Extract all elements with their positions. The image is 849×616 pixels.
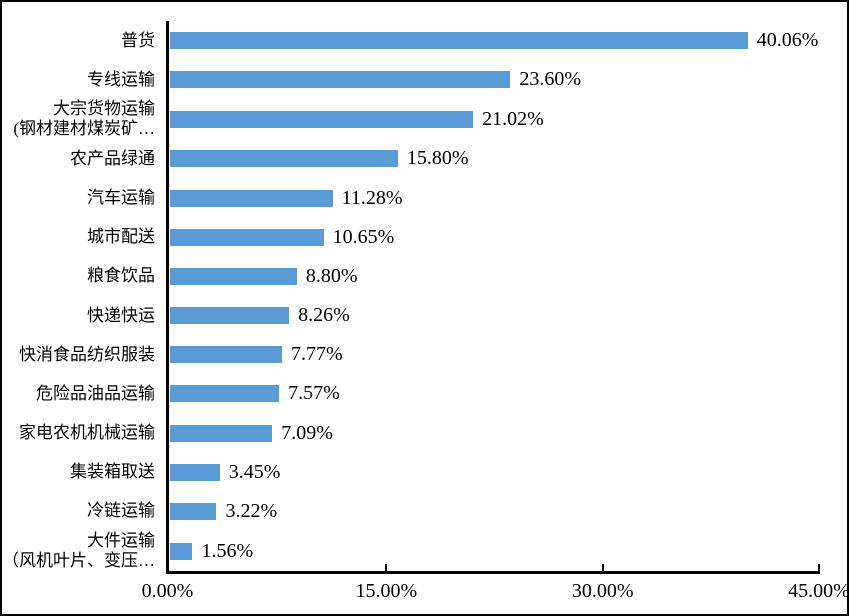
x-axis-tick-label: 30.00%: [571, 580, 634, 602]
bar: [170, 542, 193, 560]
category-label: 大宗货物运输 (钢材建材煤炭矿…: [2, 99, 168, 139]
value-label: 10.65%: [332, 225, 395, 248]
value-label: 40.06%: [756, 29, 819, 52]
category-label-line: 集装箱取送: [70, 462, 155, 482]
category-label: 粮食饮品: [2, 266, 168, 286]
value-label: 8.80%: [305, 264, 358, 287]
bar: [170, 463, 220, 481]
bar-row: 汽车运输 11.28%: [2, 179, 819, 218]
category-label: 集装箱取送: [2, 462, 168, 482]
category-label: 城市配送: [2, 227, 168, 247]
category-label-line: 危险品油品运输: [36, 383, 155, 403]
bar-track: 1.56%: [168, 531, 819, 571]
category-label: 大件运输 （风机叶片、变压…: [2, 531, 168, 571]
category-label: 快递快运: [2, 306, 168, 326]
bar-row: 快递快运 8.26%: [2, 296, 819, 335]
value-label: 23.60%: [519, 68, 582, 91]
bar-track: 8.26%: [168, 296, 819, 335]
x-axis-tick: [385, 564, 388, 571]
category-label-line: 农产品绿通: [70, 148, 155, 168]
bar-row: 冷链运输 3.22%: [2, 492, 819, 531]
category-label-line: (钢材建材煤炭矿…: [13, 119, 155, 139]
value-label: 21.02%: [482, 107, 544, 130]
bar-track: 21.02%: [168, 99, 819, 139]
category-label-line: 快递快运: [87, 305, 155, 325]
value-label: 3.45%: [228, 460, 281, 483]
x-axis-tick-label: 15.00%: [355, 580, 418, 602]
category-label: 快消食品纺织服装: [2, 345, 168, 365]
bar-track: 3.45%: [168, 453, 819, 492]
bar: [170, 150, 398, 168]
bar-row: 集装箱取送 3.45%: [2, 453, 819, 492]
bar: [170, 424, 273, 442]
x-axis-line: [166, 571, 820, 574]
value-label: 3.22%: [225, 499, 278, 522]
category-label-line: 大件运输: [87, 531, 155, 551]
bar-track: 8.80%: [168, 257, 819, 296]
bar-track: 10.65%: [168, 218, 819, 257]
y-axis-line: [166, 21, 169, 573]
bar: [170, 346, 283, 364]
category-label-line: 普货: [121, 30, 155, 50]
bar-rows: 普货 40.06% 专线运输 23.60% 大宗货物运输 (钢材建材煤炭矿… 21.02% 农…: [2, 21, 819, 571]
bar-row: 城市配送 10.65%: [2, 218, 819, 257]
x-axis-tick-label: 0.00%: [141, 580, 194, 602]
x-axis-tick: [601, 564, 604, 571]
bar: [170, 228, 324, 246]
bar-track: 15.80%: [168, 139, 819, 178]
value-label: 11.28%: [341, 186, 403, 209]
x-axis-tick: [818, 564, 820, 571]
bar-row: 普货 40.06%: [2, 21, 819, 60]
bar: [170, 502, 217, 520]
x-axis-tick-label: 45.00%: [788, 580, 849, 602]
bar-row: 大宗货物运输 (钢材建材煤炭矿… 21.02%: [2, 99, 819, 139]
bar-row: 危险品油品运输 7.57%: [2, 374, 819, 413]
bar-row: 专线运输 23.60%: [2, 60, 819, 99]
category-label-line: 城市配送: [87, 227, 155, 247]
category-label: 危险品油品运输: [2, 384, 168, 404]
bar: [170, 110, 474, 128]
category-label: 农产品绿通: [2, 149, 168, 169]
bar: [170, 32, 748, 50]
value-label: 15.80%: [406, 147, 469, 170]
bar-track: 40.06%: [168, 21, 819, 60]
category-label: 家电农机机械运输: [2, 423, 168, 443]
bar-track: 3.22%: [168, 492, 819, 531]
bar: [170, 267, 297, 285]
category-label-line: 专线运输: [87, 69, 155, 89]
value-label: 7.77%: [291, 343, 343, 366]
value-label: 8.26%: [298, 304, 350, 327]
category-label-line: （风机叶片、变压…: [2, 551, 155, 571]
category-label-line: 快消食品纺织服装: [19, 344, 155, 364]
bar-row: 家电农机机械运输 7.09%: [2, 414, 819, 453]
bar-track: 7.77%: [168, 335, 819, 374]
bar-track: 7.09%: [168, 414, 819, 453]
bar-row: 快消食品纺织服装 7.77%: [2, 335, 819, 374]
bar-row: 粮食饮品 8.80%: [2, 257, 819, 296]
bar-track: 7.57%: [168, 374, 819, 413]
category-label: 普货: [2, 31, 168, 51]
category-label: 汽车运输: [2, 188, 168, 208]
bar: [170, 385, 280, 403]
value-label: 7.09%: [281, 421, 333, 444]
bar-track: 11.28%: [168, 179, 819, 218]
category-label: 冷链运输: [2, 501, 168, 521]
bar: [170, 71, 511, 89]
category-label-line: 粮食饮品: [87, 266, 155, 286]
bar-track: 23.60%: [168, 60, 819, 99]
bar: [170, 189, 333, 207]
category-label-line: 汽车运输: [87, 188, 155, 208]
bar-row: 农产品绿通 15.80%: [2, 139, 819, 178]
category-label-line: 家电农机机械运输: [19, 423, 155, 443]
category-label-line: 大宗货物运输: [53, 99, 155, 119]
category-label-line: 冷链运输: [87, 501, 155, 521]
bar-row: 大件运输 （风机叶片、变压… 1.56%: [2, 531, 819, 571]
value-label: 7.57%: [288, 382, 340, 405]
value-label: 1.56%: [201, 539, 254, 562]
bar: [170, 307, 290, 325]
category-label: 专线运输: [2, 70, 168, 90]
